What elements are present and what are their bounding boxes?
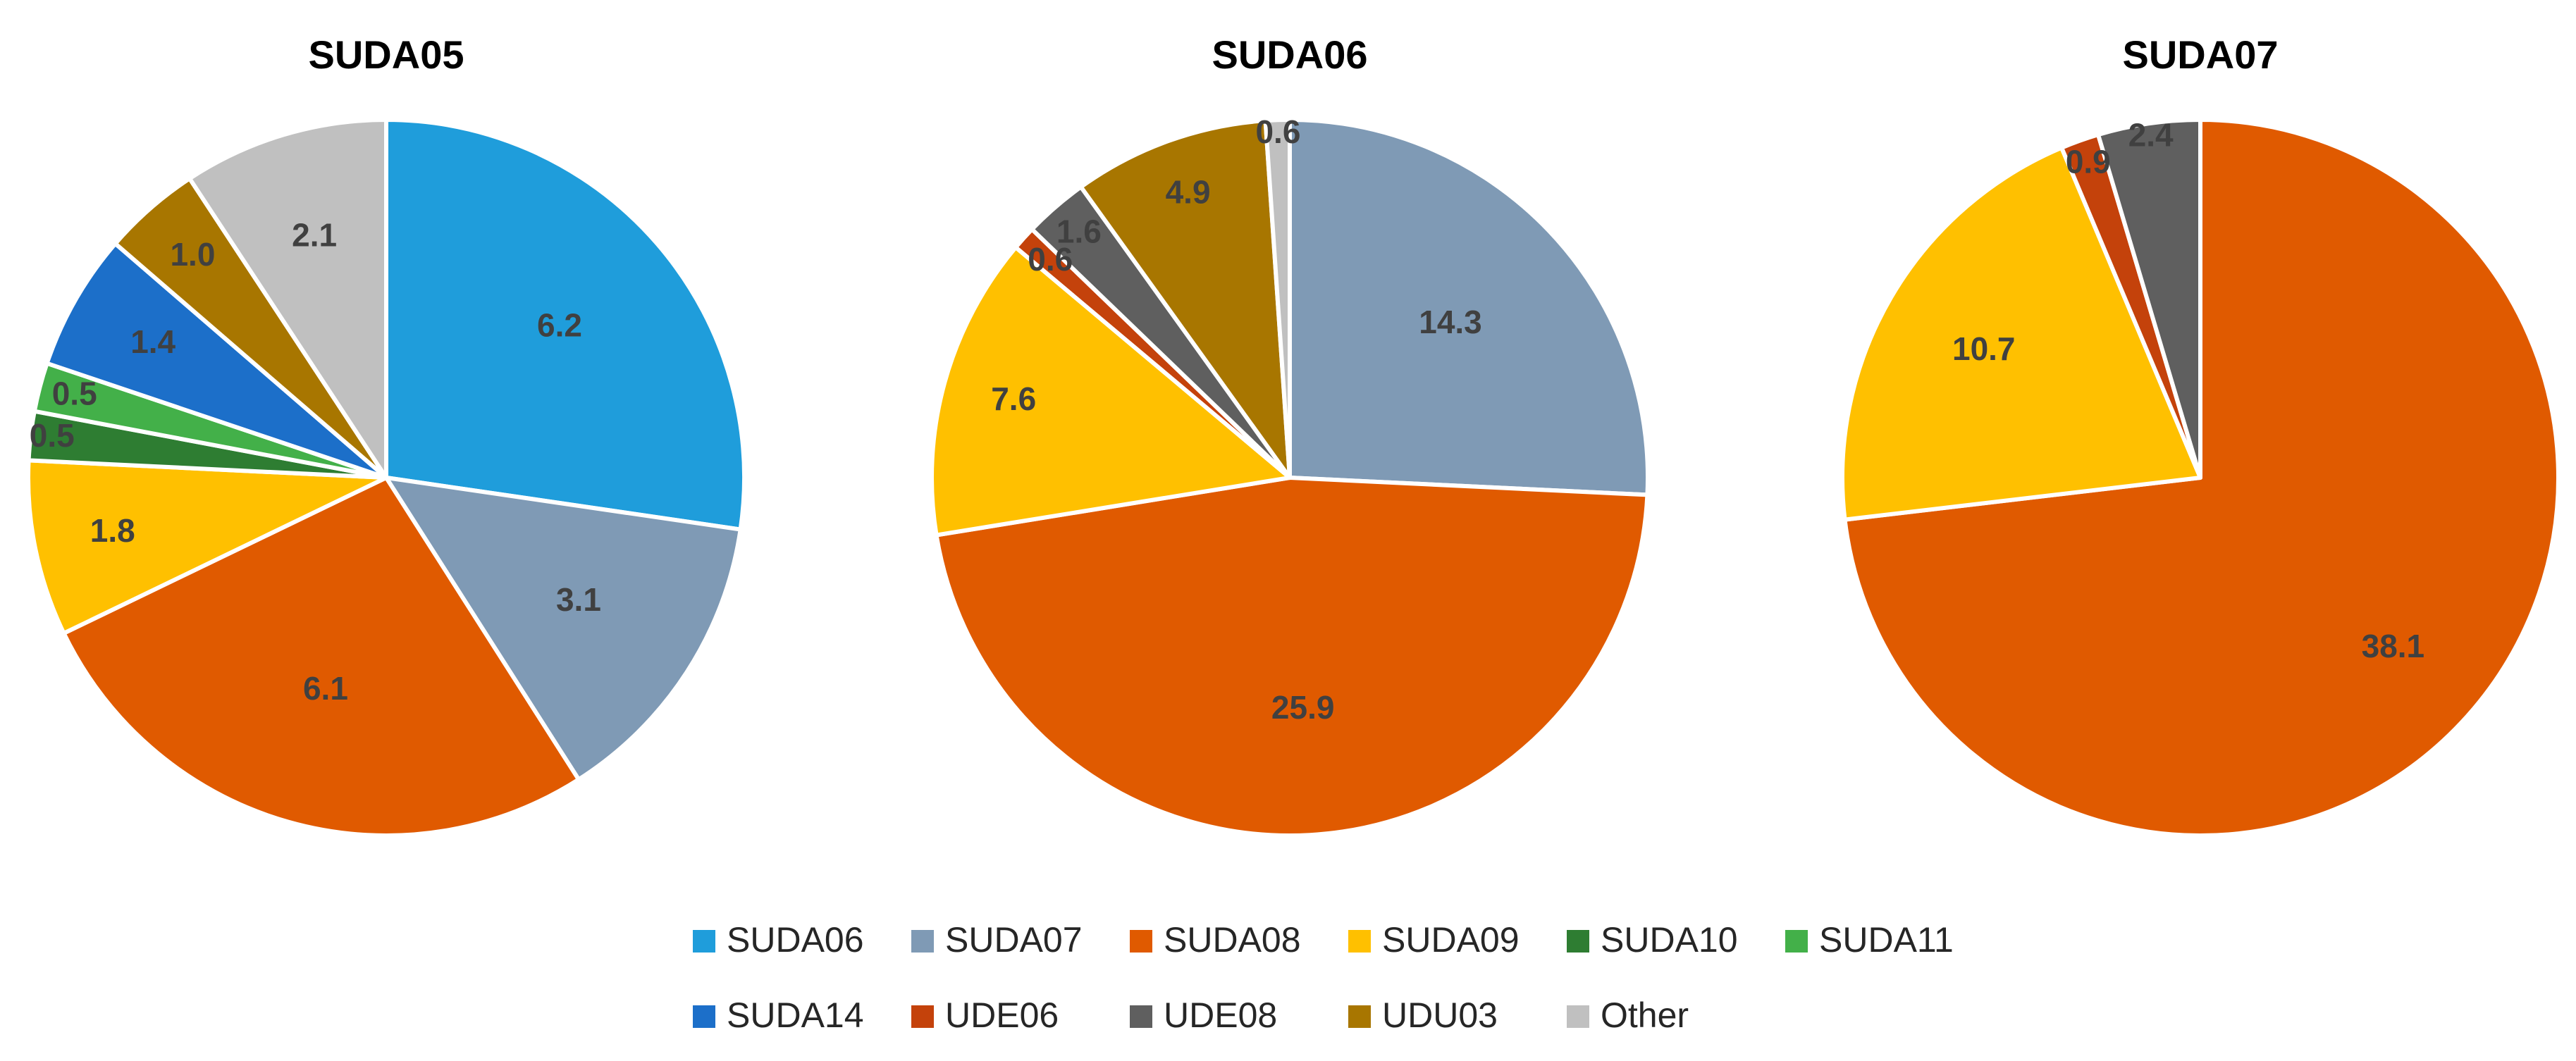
slice-label-suda09: 10.7 <box>1952 330 2016 367</box>
slice-label-suda07: 14.3 <box>1419 304 1482 340</box>
slice-labels: 14.325.97.60.61.64.90.6 <box>991 113 1482 726</box>
pie-slice-suda06 <box>384 118 747 532</box>
legend-label: UDE08 <box>1164 995 1277 1035</box>
legend-label: UDE06 <box>945 995 1059 1035</box>
pie-slice-suda14 <box>44 241 388 480</box>
slice-label-ude06: 0.9 <box>2066 143 2111 180</box>
legend-item-suda09: SUDA09 <box>1348 920 1520 960</box>
pie-chart-suda07: SUDA07 38.1 10.7 0.9 2.4 <box>1840 32 2560 838</box>
slice-label-suda08: 38.1 <box>2362 628 2425 664</box>
slice-label-ude08: 2.4 <box>2128 117 2174 154</box>
slice-labels: 6.2 3.1 6.1 1.8 0.5 0.5 1.4 1.0 2.1 <box>30 216 601 707</box>
pie-chart-suda05: SUDA05 6.2 3.1 6.1 1.8 0.5 0.5 1.4 1.0 2.1 <box>26 32 747 838</box>
slice-label-suda06: 6.2 <box>537 307 582 344</box>
slice-label-udu03: 4.9 <box>1166 174 1211 211</box>
legend-item-suda08: SUDA08 <box>1130 920 1301 960</box>
slice-label-suda11: 0.5 <box>52 375 97 411</box>
legend-swatch <box>1130 930 1152 953</box>
pie-slice-suda07 <box>384 476 743 782</box>
legend-swatch <box>1785 930 1808 953</box>
legend-swatch <box>1567 930 1589 953</box>
legend-swatch <box>1567 1005 1589 1028</box>
pie-charts-group: SUDA05 6.2 3.1 6.1 1.8 0.5 0.5 1.4 1.0 2.1 SUDA06 1… <box>26 32 2560 838</box>
pie-slice-suda09 <box>930 245 1292 538</box>
legend-swatch <box>693 930 715 953</box>
legend-label: SUDA09 <box>1382 920 1520 960</box>
legend-label: SUDA07 <box>945 920 1083 960</box>
legend-item-ude08: UDE08 <box>1130 995 1277 1035</box>
legend-swatch <box>693 1005 715 1028</box>
pie-slice-suda08 <box>61 476 581 838</box>
legend-label: SUDA08 <box>1164 920 1301 960</box>
legend-label: SUDA11 <box>1819 920 1954 960</box>
slice-label-other: 2.1 <box>292 216 337 253</box>
pie-slice-other <box>187 118 388 480</box>
legend-item-suda06: SUDA06 <box>693 920 864 960</box>
legend-label: Other <box>1601 995 1689 1035</box>
legend-swatch <box>1348 1005 1371 1028</box>
legend-item-suda10: SUDA10 <box>1567 920 1738 960</box>
pie-slice-ude08 <box>2096 118 2202 480</box>
pie-slice-suda09 <box>26 458 388 635</box>
chart-title: SUDA05 <box>309 32 464 77</box>
slice-label-suda14: 1.4 <box>130 323 175 360</box>
legend-item-suda14: SUDA14 <box>693 995 864 1035</box>
slice-label-suda07: 3.1 <box>556 581 601 618</box>
pie-slice-suda07 <box>1288 118 1650 497</box>
legend-item-ude06: UDE06 <box>911 995 1059 1035</box>
legend-swatch <box>911 1005 934 1028</box>
pie-slice-udu03 <box>1078 118 1292 480</box>
legend-item-suda07: SUDA07 <box>911 920 1083 960</box>
pie-slice-other <box>1263 118 1292 480</box>
legend-item-other: Other <box>1567 995 1689 1035</box>
legend-label: UDU03 <box>1382 995 1498 1035</box>
pie-slice-suda09 <box>1840 145 2202 522</box>
legend-swatch <box>1130 1005 1152 1028</box>
legend-item-suda11: SUDA11 <box>1785 920 1954 960</box>
chart-legend: SUDA06 SUDA07 SUDA08 SUDA09 SUDA10 SUDA11 SUDA… <box>693 920 1954 1035</box>
legend-swatch <box>911 930 934 953</box>
slice-label-suda08: 25.9 <box>1271 689 1335 726</box>
legend-label: SUDA06 <box>727 920 864 960</box>
legend-item-udu03: UDU03 <box>1348 995 1498 1035</box>
slice-label-suda09: 7.6 <box>991 380 1036 417</box>
slice-label-ude06: 0.6 <box>1028 241 1073 278</box>
legend-label: SUDA14 <box>727 995 864 1035</box>
slice-label-suda10: 0.5 <box>30 417 75 454</box>
legend-swatch <box>1348 930 1371 953</box>
chart-title: SUDA06 <box>1212 32 1368 77</box>
legend-label: SUDA10 <box>1601 920 1738 960</box>
chart-title: SUDA07 <box>2123 32 2279 77</box>
slice-label-suda09: 1.8 <box>90 512 135 549</box>
slice-label-udu03: 1.0 <box>170 236 215 273</box>
slice-label-ude08: 1.6 <box>1056 213 1102 249</box>
slice-labels: 38.1 10.7 0.9 2.4 <box>1952 117 2424 665</box>
slice-label-other: 0.6 <box>1255 113 1300 150</box>
pie-slice-suda08 <box>934 476 1650 838</box>
slice-label-suda08: 6.1 <box>303 670 348 707</box>
